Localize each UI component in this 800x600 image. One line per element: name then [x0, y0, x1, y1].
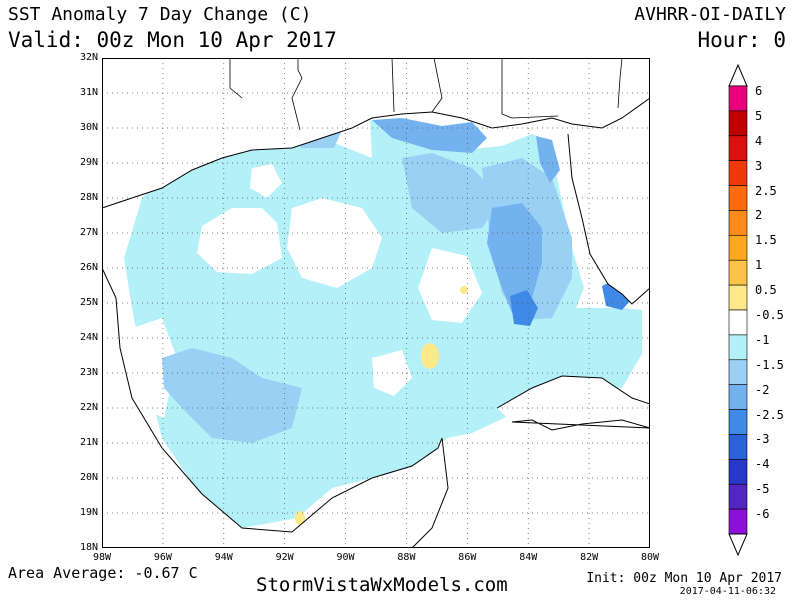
anomaly-shade-strong: [536, 136, 560, 183]
colorbar-bin: [728, 259, 748, 286]
sst-map: [102, 58, 650, 548]
colorbar-bin: [728, 185, 748, 211]
data-source: AVHRR-OI-DAILY: [634, 4, 786, 25]
lat-tick-label: 18N: [79, 542, 98, 553]
lon-tick-label: 92W: [275, 552, 294, 563]
lat-tick-label: 24N: [79, 332, 98, 343]
coastline: [496, 375, 650, 431]
lat-tick-label: 28N: [79, 192, 98, 203]
colorbar-tick-label: 3: [755, 158, 763, 173]
colorbar-tick-label: -2.5: [755, 407, 784, 422]
lat-tick-label: 23N: [79, 367, 98, 378]
lon-tick-label: 86W: [458, 552, 477, 563]
colorbar-bin: [728, 384, 748, 410]
anomaly-shade-neutral: [132, 318, 177, 418]
lat-tick-label: 31N: [79, 87, 98, 98]
colorbar-tick-label: -0.5: [755, 308, 784, 322]
lon-tick-label: 80W: [640, 552, 660, 563]
colorbar-tick-label: -1.5: [755, 357, 784, 372]
colorbar-tick-label: -1: [755, 332, 770, 347]
init-time: Init: 00z Mon 10 Apr 2017: [586, 571, 782, 586]
colorbar-tick-label: -3: [755, 432, 770, 447]
lat-tick-label: 21N: [79, 437, 98, 448]
lon-tick-label: 96W: [153, 552, 172, 563]
colorbar-tick-label: 0.5: [755, 283, 777, 298]
site-name: StormVistaWxModels.com: [256, 574, 508, 596]
colorbar-tick-label: 1: [755, 258, 763, 273]
colorbar-bin: [728, 409, 748, 435]
valid-time: Valid: 00z Mon 10 Apr 2017: [8, 28, 337, 52]
anomaly-shade-neutral: [287, 198, 382, 288]
lat-tick-label: 25N: [79, 297, 98, 308]
colorbar-tick-label: 5: [755, 108, 763, 123]
lon-tick-label: 90W: [336, 552, 355, 563]
lat-tick-label: 26N: [79, 262, 98, 273]
colorbar-bin: [728, 235, 748, 261]
land-florida: [568, 98, 650, 304]
anomaly-shade-medium: [402, 153, 502, 233]
colorbar-bin: [728, 359, 748, 385]
colorbar-bin: [728, 284, 748, 311]
colorbar-bin: [728, 160, 748, 186]
anomaly-shade-darkest: [510, 290, 538, 326]
timestamp: 2017-04-11-06:32: [679, 586, 776, 597]
colorbar-svg: [728, 63, 748, 557]
colorbar-bin: [728, 135, 748, 161]
map-gridlines: [102, 58, 650, 548]
anomaly-shade-neutral: [418, 248, 482, 323]
anomaly-shade-strong: [372, 118, 487, 153]
lon-tick-label: 94W: [214, 552, 233, 563]
land-cuba: [497, 376, 650, 430]
coastline: [102, 267, 449, 548]
lon-tick-label: 88W: [397, 552, 416, 563]
area-average: Area Average: -0.67 C: [8, 564, 198, 582]
colorbar-tick-label: 2.5: [755, 183, 777, 198]
colorbar-tick-label: 1.5: [755, 233, 777, 248]
colorbar-bin: [728, 210, 748, 236]
lat-tick-label: 22N: [79, 402, 98, 413]
colorbar-tick-label: -4: [755, 457, 770, 472]
triangle-up-icon: [728, 63, 748, 87]
colorbar-bin: [728, 434, 748, 460]
anomaly-shade-medium: [162, 348, 302, 443]
lat-tick-label: 29N: [79, 157, 98, 168]
state-border: [229, 58, 623, 131]
lon-tick-label: 84W: [519, 552, 538, 563]
colorbar-bin: [728, 483, 748, 510]
colorbar-tick-label: 4: [755, 133, 763, 148]
colorbar-bin: [728, 508, 748, 535]
colorbar-bin: [728, 85, 748, 112]
lat-tick-label: 32N: [79, 52, 98, 63]
map-border: [102, 58, 650, 548]
triangle-down-icon: [728, 533, 748, 557]
land-mexico-yucatan: [102, 268, 448, 548]
lat-tick-label: 27N: [79, 227, 98, 238]
lat-tick-label: 30N: [79, 122, 98, 133]
lat-tick-label: 20N: [79, 472, 98, 483]
anomaly-shade-neutral: [250, 164, 282, 198]
coastline: [567, 133, 650, 305]
colorbar-tick-label: 6: [755, 84, 763, 98]
lat-tick-label: 19N: [79, 507, 98, 518]
forecast-hour: Hour: 0: [697, 28, 786, 52]
colorbar-bin: [728, 110, 748, 137]
lon-tick-label: 82W: [580, 552, 599, 563]
anomaly-warm: [460, 286, 468, 294]
lon-tick-label: 98W: [92, 552, 112, 563]
anomaly-warm: [421, 343, 439, 369]
colorbar-tick-label: -5: [755, 482, 770, 497]
colorbar-bin: [728, 309, 748, 336]
coastline: [102, 97, 650, 209]
colorbar-bin: [728, 334, 748, 361]
colorbar-tick-label: 2: [755, 208, 763, 223]
colorbar-tick-label: -6: [755, 507, 770, 522]
colorbar-tick-label: -2: [755, 382, 770, 397]
map-svg: [102, 58, 650, 548]
anomaly-shade-neutral: [197, 208, 282, 274]
colorbar: [728, 63, 748, 557]
anomaly-warm: [295, 511, 305, 525]
map-title: SST Anomaly 7 Day Change (C): [8, 4, 312, 25]
colorbar-bin: [728, 459, 748, 485]
anomaly-shade-strong: [487, 203, 542, 313]
